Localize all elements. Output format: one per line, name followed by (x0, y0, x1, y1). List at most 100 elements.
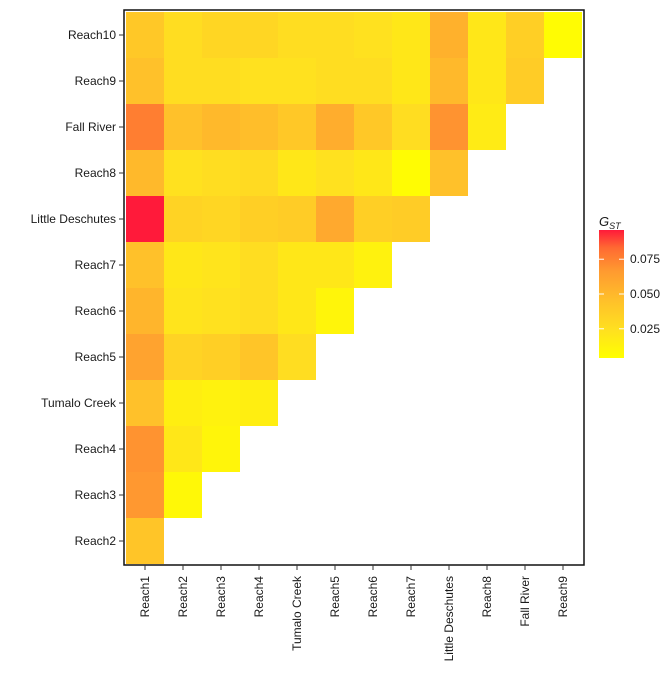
heatmap-cell-reach7-reach3 (202, 242, 240, 288)
x-tick-label: Reach8 (480, 576, 494, 618)
heatmap-cell-reach5-reach1 (126, 334, 164, 380)
x-tick-label: Reach6 (366, 576, 380, 618)
heatmap-cell-reach7-reach2 (164, 242, 202, 288)
heatmap-cell-reach10-reach3 (202, 12, 240, 58)
y-tick-label: Reach8 (75, 166, 117, 180)
heatmap-cell-reach6-reach4 (240, 288, 278, 334)
heatmap-cell-little-deschutes-reach6 (354, 196, 392, 242)
heatmap-cell-reach4-reach2 (164, 426, 202, 472)
y-tick-label: Reach7 (75, 258, 117, 272)
y-tick-label: Reach6 (75, 304, 117, 318)
heatmap-cell-reach2-reach1 (126, 518, 164, 564)
heatmap-cell-reach9-little-deschutes (430, 58, 468, 104)
heatmap-cell-fall-river-reach4 (240, 104, 278, 150)
heatmap-cell-fall-river-reach8 (468, 104, 506, 150)
heatmap-cell-fall-river-reach6 (354, 104, 392, 150)
x-tick-label: Little Deschutes (442, 576, 456, 661)
heatmap-cell-reach10-reach4 (240, 12, 278, 58)
x-tick-label: Fall River (518, 576, 532, 627)
heatmap-cell-reach6-tumalo-creek (278, 288, 316, 334)
x-tick-label: Reach1 (138, 576, 152, 618)
heatmap-cell-fall-river-reach1 (126, 104, 164, 150)
heatmap-cell-fall-river-tumalo-creek (278, 104, 316, 150)
heatmap-cell-fall-river-reach3 (202, 104, 240, 150)
legend-tick-label: 0.050 (630, 287, 660, 301)
heatmap-cell-fall-river-reach5 (316, 104, 354, 150)
heatmap-cell-reach6-reach3 (202, 288, 240, 334)
heatmap-cell-tumalo-creek-reach1 (126, 380, 164, 426)
x-tick-label: Reach3 (214, 576, 228, 618)
heatmap-cell-reach5-reach3 (202, 334, 240, 380)
heatmap-cell-reach8-tumalo-creek (278, 150, 316, 196)
heatmap-cell-reach3-reach1 (126, 472, 164, 518)
y-tick-label: Reach4 (75, 442, 117, 456)
heatmap-cell-fall-river-reach2 (164, 104, 202, 150)
heatmap-cell-reach9-reach4 (240, 58, 278, 104)
heatmap-cell-reach9-reach6 (354, 58, 392, 104)
heatmap-cell-little-deschutes-reach2 (164, 196, 202, 242)
heatmap-cell-reach10-reach8 (468, 12, 506, 58)
x-tick-label: Reach5 (328, 576, 342, 618)
heatmap-cell-reach5-tumalo-creek (278, 334, 316, 380)
heatmap-cell-tumalo-creek-reach3 (202, 380, 240, 426)
legend-title: GST (599, 214, 622, 231)
heatmap-cell-fall-river-little-deschutes (430, 104, 468, 150)
x-tick-label: Reach7 (404, 576, 418, 618)
heatmap-cell-reach9-reach7 (392, 58, 430, 104)
heatmap-cell-reach10-reach9 (544, 12, 582, 58)
heatmap-cell-little-deschutes-tumalo-creek (278, 196, 316, 242)
heatmap-cell-reach8-reach7 (392, 150, 430, 196)
y-tick-label: Little Deschutes (31, 212, 116, 226)
heatmap-cell-reach10-reach6 (354, 12, 392, 58)
y-tick-label: Reach5 (75, 350, 117, 364)
heatmap-cell-reach6-reach2 (164, 288, 202, 334)
heatmap-cell-reach7-reach4 (240, 242, 278, 288)
heatmap-cell-reach10-reach7 (392, 12, 430, 58)
heatmap-cell-reach7-reach6 (354, 242, 392, 288)
y-axis: Reach2 Reach3 Reach4 Tumalo Creek Reach5 Reac… (31, 28, 124, 548)
y-tick-label: Reach9 (75, 74, 117, 88)
heatmap-cell-reach10-fall-river (506, 12, 544, 58)
heatmap-cell-reach6-reach5 (316, 288, 354, 334)
heatmap-cell-reach4-reach3 (202, 426, 240, 472)
heatmap-cell-tumalo-creek-reach4 (240, 380, 278, 426)
heatmap-cell-reach8-reach2 (164, 150, 202, 196)
x-axis: Reach1 Reach2 Reach3 Reach4 Tumalo Creek Reac… (138, 565, 570, 661)
heatmap-cell-tumalo-creek-reach2 (164, 380, 202, 426)
heatmap-cell-reach8-reach4 (240, 150, 278, 196)
x-tick-label: Reach2 (176, 576, 190, 618)
heatmap-cell-reach7-tumalo-creek (278, 242, 316, 288)
heatmap-cell-reach8-reach3 (202, 150, 240, 196)
x-tick-label: Reach4 (252, 576, 266, 618)
legend-tick-label: 0.025 (630, 322, 660, 336)
heatmap-cell-reach7-reach1 (126, 242, 164, 288)
heatmap-cell-little-deschutes-reach5 (316, 196, 354, 242)
legend-tick-label: 0.075 (630, 252, 660, 266)
heatmap-cell-little-deschutes-reach1 (126, 196, 164, 242)
heatmap-cell-fall-river-reach7 (392, 104, 430, 150)
y-tick-label: Reach3 (75, 488, 117, 502)
heatmap-cell-reach9-fall-river (506, 58, 544, 104)
heatmap-cell-reach9-reach8 (468, 58, 506, 104)
legend-ticks: 0.075 0.050 0.025 (599, 252, 660, 336)
heatmap-cell-reach10-reach1 (126, 12, 164, 58)
y-tick-label: Fall River (65, 120, 116, 134)
heatmap-cell-reach8-little-deschutes (430, 150, 468, 196)
heatmap-cell-reach9-reach3 (202, 58, 240, 104)
heatmap-cell-reach8-reach5 (316, 150, 354, 196)
legend: GST 0.075 0.050 0.025 (599, 214, 660, 358)
heatmap-cells (126, 12, 582, 564)
heatmap-cell-reach9-reach5 (316, 58, 354, 104)
heatmap-cell-reach10-reach5 (316, 12, 354, 58)
heatmap-cell-reach5-reach4 (240, 334, 278, 380)
x-tick-label: Tumalo Creek (290, 575, 304, 651)
y-tick-label: Reach10 (68, 28, 116, 42)
heatmap-cell-reach7-reach5 (316, 242, 354, 288)
heatmap-cell-reach4-reach1 (126, 426, 164, 472)
heatmap-cell-reach10-tumalo-creek (278, 12, 316, 58)
heatmap-cell-reach8-reach6 (354, 150, 392, 196)
heatmap-cell-reach8-reach1 (126, 150, 164, 196)
heatmap-cell-reach6-reach1 (126, 288, 164, 334)
y-tick-label: Tumalo Creek (41, 396, 117, 410)
